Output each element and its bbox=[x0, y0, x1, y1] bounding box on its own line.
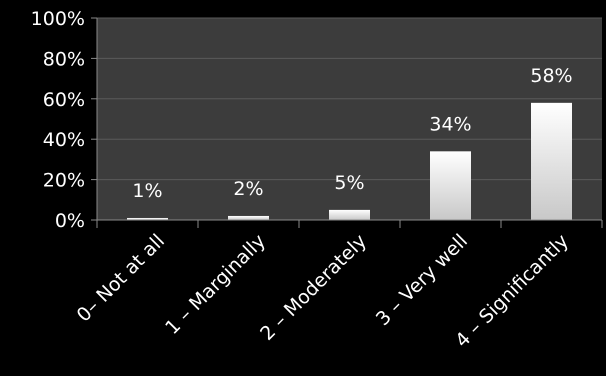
bar bbox=[531, 102, 572, 220]
x-tick-label: 3 – Very well bbox=[372, 230, 472, 330]
y-tick-label: 0% bbox=[55, 210, 85, 232]
y-tick-label: 100% bbox=[31, 8, 85, 30]
axes bbox=[91, 17, 603, 228]
x-tick-label: 1 – Marginally bbox=[161, 230, 270, 339]
data-labels: 1% 2% 5% 34% 58% bbox=[132, 65, 572, 202]
data-label: 5% bbox=[334, 172, 364, 194]
y-axis-tick-labels: 0% 20% 40% 60% 80% 100% bbox=[31, 8, 85, 232]
bar bbox=[430, 151, 471, 220]
gridlines bbox=[97, 17, 602, 181]
data-label: 1% bbox=[132, 180, 162, 202]
bar bbox=[329, 209, 370, 220]
data-label: 34% bbox=[429, 113, 471, 135]
x-tick-label: 2 – Moderately bbox=[256, 230, 371, 345]
plot-area bbox=[97, 18, 602, 220]
data-label: 58% bbox=[530, 65, 572, 87]
x-tick-label: 4 – Significantly bbox=[451, 230, 573, 352]
x-tick-label: 0– Not at all bbox=[73, 230, 169, 326]
y-tick-label: 60% bbox=[43, 89, 85, 111]
y-tick-label: 80% bbox=[43, 48, 85, 70]
data-label: 2% bbox=[233, 178, 263, 200]
bars bbox=[127, 102, 572, 220]
y-tick-label: 20% bbox=[43, 170, 85, 192]
bar bbox=[228, 215, 269, 220]
y-tick-label: 40% bbox=[43, 129, 85, 151]
bar bbox=[127, 217, 168, 220]
